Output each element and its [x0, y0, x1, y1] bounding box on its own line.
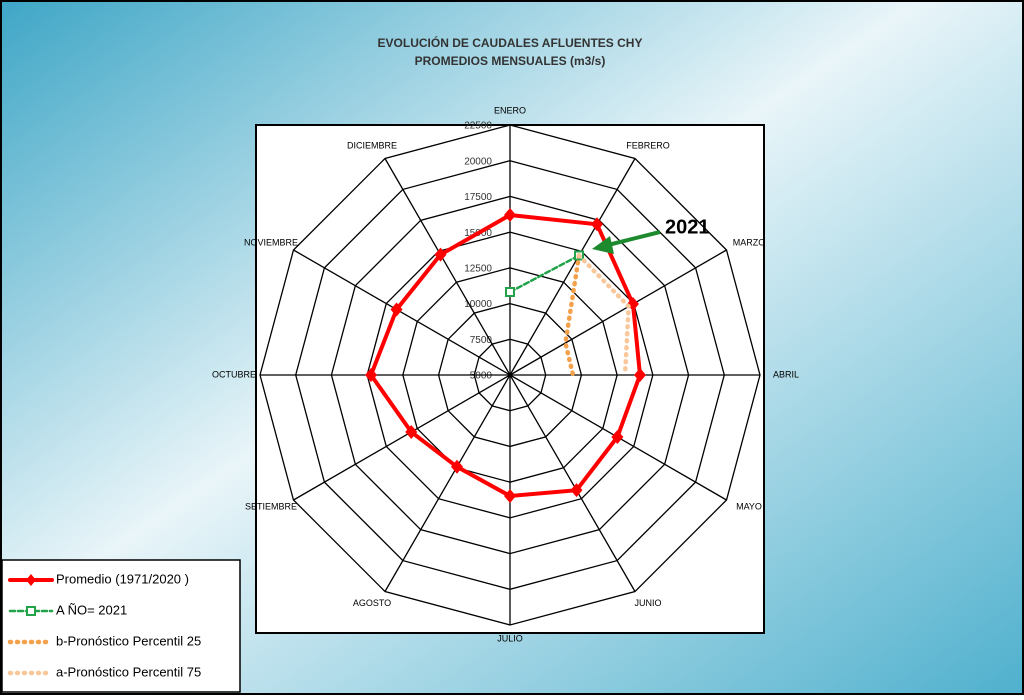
category-label: DICIEMBRE [347, 141, 397, 151]
spoke [509, 374, 636, 592]
spoke [509, 249, 727, 376]
legend-label: A ÑO= 2021 [56, 602, 127, 617]
r-tick-label: 5000 [470, 371, 493, 382]
category-label: JULIO [497, 633, 523, 643]
category-label: MAYO [736, 501, 762, 511]
annotation: 2021 [665, 216, 710, 238]
r-tick-label: 10000 [464, 299, 492, 310]
series-line [563, 253, 582, 378]
series-line [508, 254, 581, 294]
legend-label: Promedio (1971/2020 ) [56, 571, 189, 586]
marker [504, 208, 516, 222]
spoke [293, 374, 511, 501]
marker [634, 368, 646, 382]
spoke [509, 158, 636, 376]
category-label: ABRIL [773, 369, 799, 379]
r-tick-label: 20000 [464, 156, 492, 167]
marker [611, 430, 624, 444]
chart-subtitle: PROMEDIOS MENSUALES (m3/s) [415, 54, 606, 68]
marker [505, 287, 515, 297]
category-label: JUNIO [635, 598, 662, 608]
legend-marker [26, 574, 36, 586]
spoke [384, 374, 511, 592]
r-tick-label: 22500 [464, 121, 492, 132]
category-label: NOVIEMBRE [244, 237, 298, 247]
chart-title: EVOLUCIÓN DE CAUDALES AFLUENTES CHY [378, 35, 643, 50]
category-label: ENERO [494, 105, 526, 115]
marker [405, 425, 418, 439]
marker [591, 217, 603, 232]
category-label: OCTUBRE [212, 369, 256, 379]
category-label: FEBRERO [626, 141, 670, 151]
spoke [384, 158, 511, 376]
category-label: AGOSTO [353, 598, 391, 608]
marker [434, 247, 447, 262]
legend-marker [26, 606, 36, 616]
marker [504, 489, 516, 503]
r-tick-label: 7500 [470, 335, 493, 346]
marker [390, 302, 403, 317]
category-label: SETIEMBRE [245, 501, 297, 511]
r-tick-label: 12500 [464, 263, 492, 274]
annotation-arrow [607, 230, 661, 247]
spoke [293, 249, 511, 376]
marker [570, 483, 583, 498]
annotation-arrowhead [592, 236, 614, 254]
marker [451, 459, 463, 474]
legend-label: b-Pronóstico Percentil 25 [56, 633, 201, 648]
category-label: MARZO [733, 237, 766, 247]
series-line [576, 253, 631, 378]
marker [365, 368, 377, 382]
r-tick-label: 17500 [464, 192, 492, 203]
legend-label: a-Pronóstico Percentil 75 [56, 664, 201, 679]
